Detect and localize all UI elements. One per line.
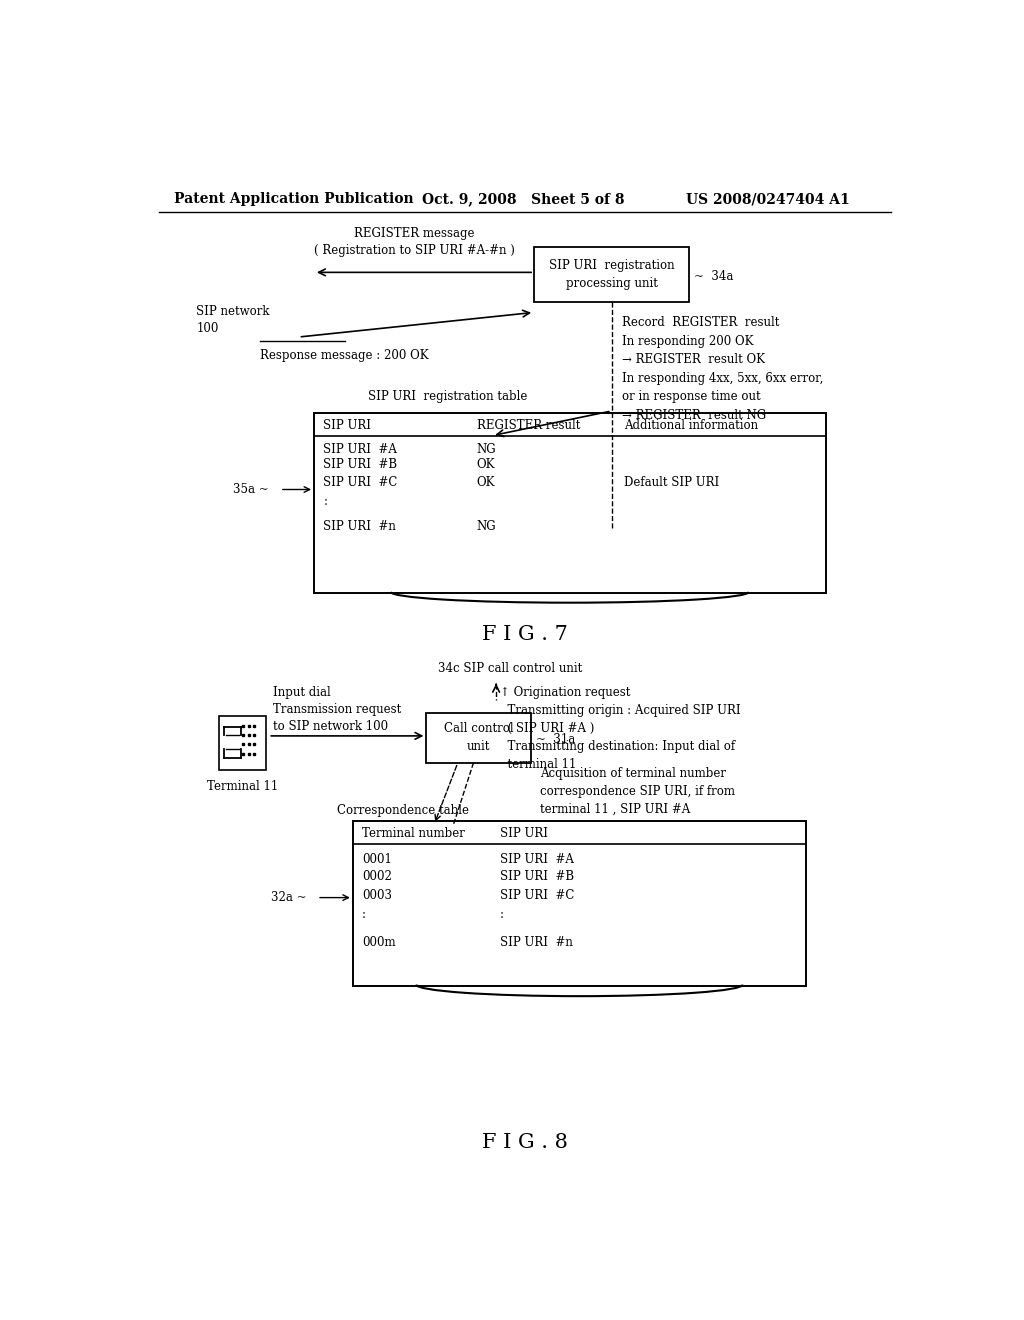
- Text: SIP URI: SIP URI: [324, 418, 372, 432]
- Text: Default SIP URI: Default SIP URI: [624, 477, 719, 490]
- FancyBboxPatch shape: [314, 412, 825, 594]
- Text: SIP URI  #A: SIP URI #A: [500, 853, 573, 866]
- Text: :: :: [500, 908, 504, 921]
- FancyBboxPatch shape: [535, 247, 689, 302]
- Text: Terminal 11: Terminal 11: [207, 780, 279, 793]
- Text: Terminal number: Terminal number: [362, 828, 465, 841]
- Text: SIP URI  #B: SIP URI #B: [324, 458, 397, 471]
- Text: SIP URI  #A: SIP URI #A: [324, 444, 397, 455]
- Text: OK: OK: [477, 477, 496, 490]
- Text: 34c SIP call control unit: 34c SIP call control unit: [438, 663, 583, 676]
- Text: SIP URI: SIP URI: [500, 828, 548, 841]
- Text: SIP URI  #B: SIP URI #B: [500, 870, 574, 883]
- Text: REGISTER message
( Registration to SIP URI #A-#n ): REGISTER message ( Registration to SIP U…: [314, 227, 515, 257]
- Text: REGISTER result: REGISTER result: [477, 418, 581, 432]
- Text: OK: OK: [477, 458, 496, 471]
- Text: 0002: 0002: [362, 870, 392, 883]
- Text: SIP URI  registration
processing unit: SIP URI registration processing unit: [549, 259, 675, 290]
- Text: SIP URI  #n: SIP URI #n: [500, 936, 572, 949]
- Text: SIP URI  #C: SIP URI #C: [324, 477, 397, 490]
- Text: NG: NG: [477, 520, 497, 533]
- Text: SIP network
100: SIP network 100: [197, 305, 269, 335]
- FancyBboxPatch shape: [219, 715, 266, 770]
- Text: Additional information: Additional information: [624, 418, 758, 432]
- Text: :: :: [324, 495, 328, 508]
- Text: ↑ Origination request
  Transmitting origin : Acquired SIP URI
  ( SIP URI #A )
: ↑ Origination request Transmitting origi…: [500, 686, 740, 771]
- Text: Patent Application Publication: Patent Application Publication: [174, 193, 414, 206]
- Text: Correspondence table: Correspondence table: [337, 804, 469, 817]
- Text: 0001: 0001: [362, 853, 392, 866]
- Text: :: :: [362, 908, 366, 921]
- Text: Call control
unit: Call control unit: [443, 722, 513, 754]
- Text: ~  31a: ~ 31a: [536, 733, 574, 746]
- Text: Record  REGISTER  result
In responding 200 OK
→ REGISTER  result OK
In respondin: Record REGISTER result In responding 200…: [622, 317, 823, 422]
- FancyBboxPatch shape: [352, 821, 806, 986]
- Text: F I G . 7: F I G . 7: [482, 624, 567, 644]
- Text: Response message : 200 OK: Response message : 200 OK: [260, 350, 428, 363]
- Text: Input dial
Transmission request
to SIP network 100: Input dial Transmission request to SIP n…: [273, 686, 401, 733]
- Text: NG: NG: [477, 444, 497, 455]
- Text: SIP URI  #C: SIP URI #C: [500, 888, 574, 902]
- Text: 0003: 0003: [362, 888, 392, 902]
- Text: 35a ~: 35a ~: [233, 483, 269, 496]
- Text: US 2008/0247404 A1: US 2008/0247404 A1: [686, 193, 850, 206]
- Text: F I G . 8: F I G . 8: [482, 1133, 567, 1152]
- Text: SIP URI  #n: SIP URI #n: [324, 520, 396, 533]
- Text: 000m: 000m: [362, 936, 395, 949]
- Text: 32a ~: 32a ~: [270, 891, 306, 904]
- Text: ~  34a: ~ 34a: [693, 269, 733, 282]
- Text: Oct. 9, 2008   Sheet 5 of 8: Oct. 9, 2008 Sheet 5 of 8: [423, 193, 625, 206]
- Text: Acquisition of terminal number
correspondence SIP URI, if from
terminal 11 , SIP: Acquisition of terminal number correspon…: [541, 767, 735, 816]
- Text: SIP URI  registration table: SIP URI registration table: [369, 391, 527, 404]
- FancyBboxPatch shape: [426, 713, 531, 763]
